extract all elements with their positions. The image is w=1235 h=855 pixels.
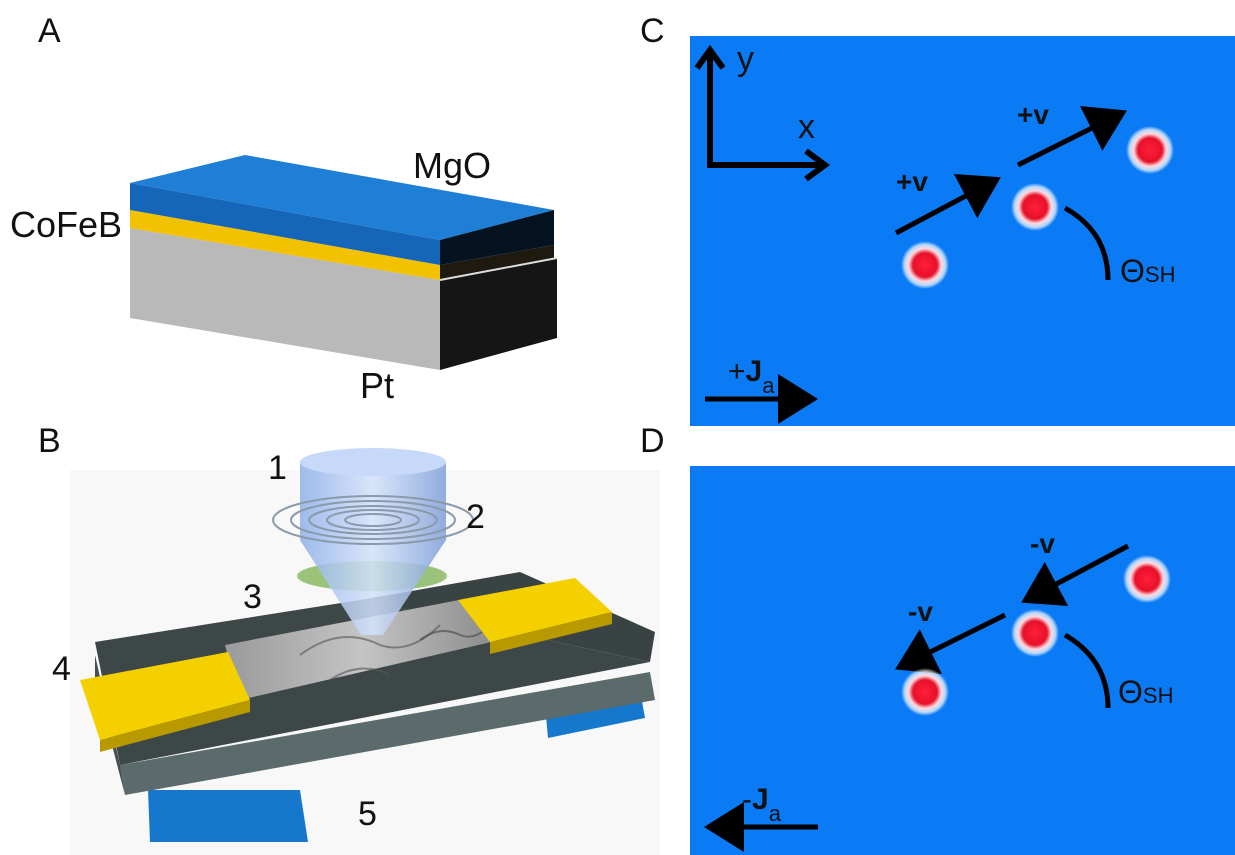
skyrmion (1011, 609, 1059, 657)
hall-angle-subscript: SH (1144, 262, 1176, 287)
device-label-5: 5 (358, 795, 377, 833)
current-symbol: J (752, 783, 769, 816)
velocity-label-c-2: +v (1017, 99, 1049, 130)
axis-y-label: y (737, 40, 754, 78)
panel-letter-d: D (640, 422, 665, 460)
current-sign: + (728, 355, 746, 388)
current-label-c: +Ja (728, 355, 774, 397)
skyrmion (1011, 183, 1059, 231)
velocity-arrow-2 (1016, 106, 1127, 168)
device-label-2: 2 (466, 498, 485, 536)
gold-pad-right (458, 578, 612, 642)
panel-letter-a: A (38, 12, 61, 50)
hall-angle-arc (1063, 632, 1111, 709)
gold-pad-left-side (100, 700, 250, 752)
scanning-tip (300, 462, 446, 635)
mgo-layer-end (440, 210, 554, 265)
velocity-arrow-1 (894, 173, 1001, 236)
cofeb-layer-side (130, 210, 440, 280)
magnetic-strip (225, 595, 500, 700)
substrate-side-front (120, 672, 655, 795)
gold-pad-right-side (490, 612, 612, 654)
velocity-arrow-2 (895, 612, 1007, 675)
cofeb-label: CoFeB (10, 204, 123, 245)
device-label-4: 4 (52, 650, 71, 688)
pt-layer-end (440, 258, 557, 370)
concentric-rings (272, 495, 474, 545)
skyrmion (1123, 555, 1171, 603)
hall-angle-label-d: ΘSH (1118, 676, 1173, 708)
gold-pad-left (80, 652, 250, 740)
velocity-label-d-1: -v (1030, 528, 1055, 559)
hall-angle-label-c: ΘSH (1120, 255, 1175, 287)
current-subscript: a (768, 801, 781, 826)
hall-angle-symbol: Θ (1118, 674, 1143, 710)
axes-icon (694, 44, 831, 182)
skyrmion (901, 241, 949, 289)
current-sign: - (742, 783, 752, 816)
panel-d-background (690, 466, 1235, 855)
hall-angle-subscript: SH (1142, 683, 1174, 708)
hall-angle-symbol: Θ (1120, 253, 1145, 289)
velocity-label-d-2: -v (908, 596, 933, 627)
current-label-d: -Ja (742, 783, 781, 825)
skyrmion (1126, 126, 1174, 174)
mgo-label: MgO (413, 145, 492, 186)
device-label-3: 3 (243, 578, 262, 616)
velocity-label-c-1: +v (896, 166, 928, 197)
current-symbol: J (745, 355, 763, 388)
current-subscript: a (762, 373, 775, 398)
skyrmion (901, 668, 949, 716)
substrate-foot-left (148, 790, 308, 842)
panel-letter-b: B (38, 422, 61, 460)
mgo-layer-top (130, 155, 554, 240)
cofeb-layer-end (440, 245, 554, 280)
pt-layer-side (130, 228, 440, 370)
velocity-arrow-1 (1021, 543, 1130, 607)
hall-angle-arc (1063, 205, 1111, 281)
panel-letter-c: C (640, 12, 665, 50)
axis-x-label: x (798, 108, 815, 146)
pt-label: Pt (360, 365, 395, 406)
mgo-layer-side (130, 183, 440, 265)
device-label-1: 1 (268, 449, 287, 487)
panel-c-background (690, 36, 1235, 426)
